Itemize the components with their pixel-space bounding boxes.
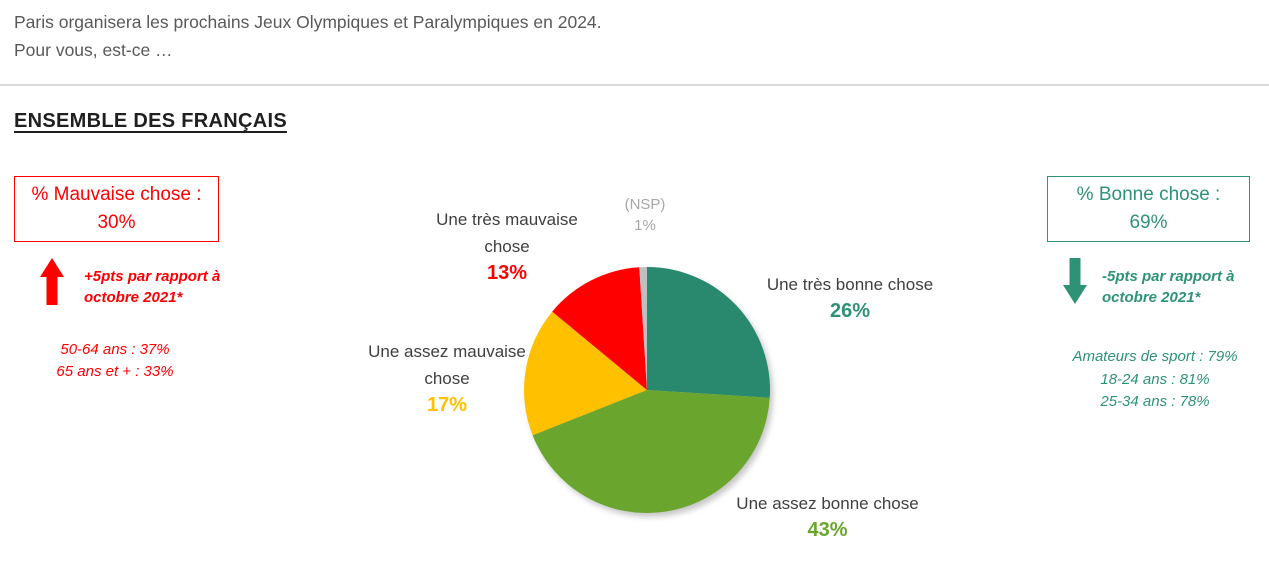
pie-label-value: 43% (807, 519, 848, 541)
pie-slice-4 (552, 267, 647, 390)
bad-trend-note: +5pts par rapport à octobre 2021* (84, 266, 220, 308)
pie-chart (520, 263, 774, 517)
pie-label-assez-bonne: Une assez bonne chose 43% (720, 490, 935, 544)
bad-score-label: % Mauvaise chose : (31, 184, 202, 205)
bad-score-value: 30% (97, 212, 136, 233)
pie-slice-1 (647, 267, 771, 398)
good-score-label: % Bonne chose : (1076, 184, 1221, 205)
pie-label-value: 26% (829, 300, 871, 322)
pie-slice-5 (639, 267, 647, 390)
good-detail-line: Amateurs de sport : 79% (1072, 348, 1238, 365)
pie-label-nsp: (NSP) 1% (608, 194, 682, 236)
question-line1: Paris organisera les prochains Jeux Olym… (14, 12, 602, 32)
pie-label-assez-mauvaise: Une assez mauvaise chose 17% (357, 338, 537, 419)
bad-detail-line: 50-64 ans : 37% (60, 341, 170, 358)
good-trend-note-line1: -5pts par rapport à (1102, 268, 1235, 285)
divider (0, 84, 1269, 86)
good-trend-note-line2: octobre 2021* (1102, 289, 1201, 306)
good-trend-note: -5pts par rapport à octobre 2021* (1102, 266, 1235, 308)
trend-up-arrow-icon (40, 258, 64, 305)
pie-chart-svg (524, 267, 771, 514)
pie-label-nsp-text: (NSP) (624, 196, 666, 213)
good-detail-line: 18-24 ans : 81% (1100, 370, 1210, 388)
pie-label-text: chose (424, 369, 470, 388)
pie-slice-3 (524, 311, 647, 436)
bad-detail-line: 65 ans et + : 33% (56, 362, 174, 380)
good-score-value: 69% (1129, 212, 1168, 233)
bad-score-box: % Mauvaise chose : 30% (14, 176, 219, 242)
good-subgroup-details: Amateurs de sport : 79% 18-24 ans : 81% … (1050, 346, 1260, 414)
pie-label-tres-bonne: Une très bonne chose 26% (745, 271, 955, 325)
pie-label-text: Une très bonne chose (766, 275, 934, 294)
pie-slice-2 (532, 390, 770, 514)
question-header: Paris organisera les prochains Jeux Olym… (14, 8, 602, 64)
bad-trend-note-line1: +5pts par rapport à (84, 268, 221, 285)
pie-label-nsp-value: 1% (634, 217, 656, 234)
section-title: ENSEMBLE DES FRANÇAIS (14, 110, 287, 132)
pie-label-text: Une assez bonne chose (736, 494, 919, 513)
pie-label-value: 17% (426, 394, 468, 416)
trend-down-arrow-icon (1063, 258, 1087, 304)
pie-label-text: chose (484, 237, 530, 256)
bad-subgroup-details: 50-64 ans : 37% 65 ans et + : 33% (10, 339, 220, 382)
question-line2: Pour vous, est-ce … (14, 40, 173, 60)
pie-label-text: Une très mauvaise (436, 210, 578, 229)
pie-label-value: 13% (486, 262, 528, 284)
bad-trend-note-line2: octobre 2021* (84, 289, 183, 306)
good-detail-line: 25-34 ans : 78% (1100, 393, 1210, 410)
pie-label-text: Une assez mauvaise (368, 342, 526, 361)
good-score-box: % Bonne chose : 69% (1047, 176, 1250, 242)
pie-label-tres-mauvaise: Une très mauvaise chose 13% (417, 206, 597, 287)
